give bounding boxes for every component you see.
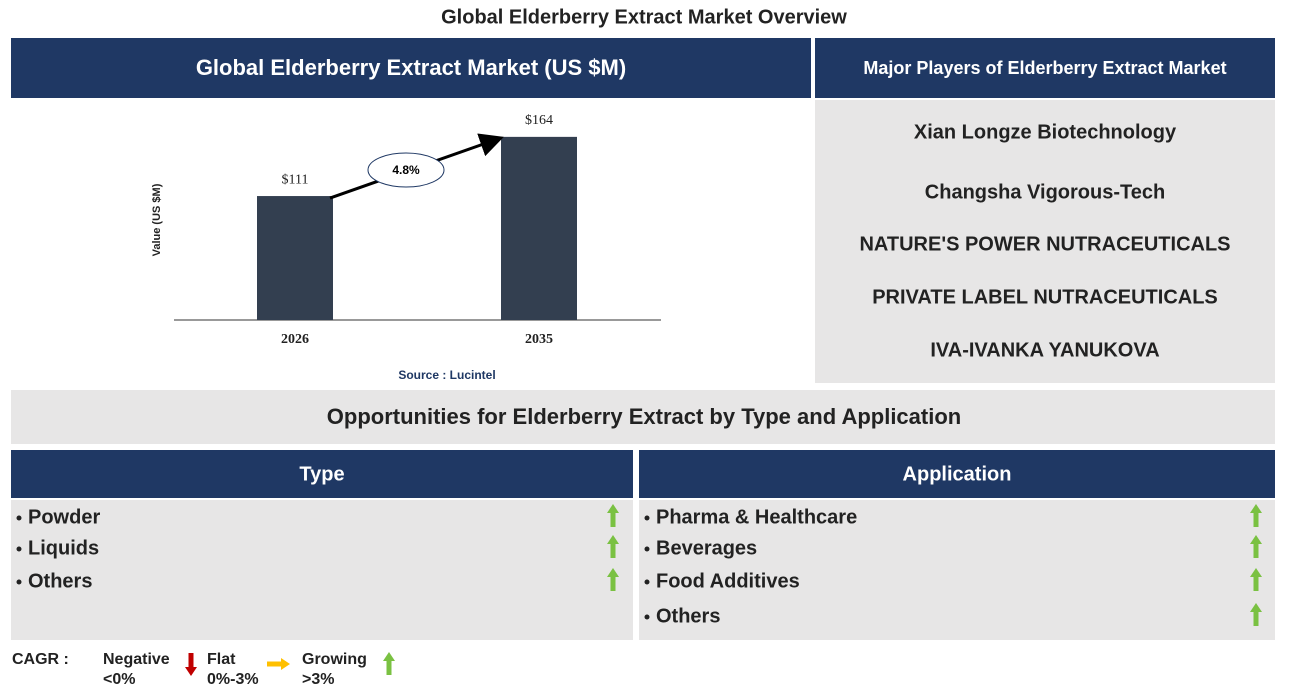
item-label: Liquids (28, 537, 99, 559)
bullet (16, 546, 22, 552)
chart-header (11, 38, 811, 98)
growing-arrow (1250, 603, 1262, 626)
growing-arrow (383, 652, 395, 675)
x-tick-label: 2035 (525, 332, 553, 347)
growing-arrow (607, 504, 619, 527)
bullet (16, 579, 22, 585)
players-title: Major Players of Elderberry Extract Mark… (863, 58, 1226, 78)
negative-arrow (185, 653, 197, 676)
source: Source : Lucintel (398, 368, 495, 382)
item-label: Food Additives (656, 570, 800, 592)
y-axis-label: Value (US $M) (151, 183, 163, 256)
growing-arrow (607, 535, 619, 558)
page-title: Global Elderberry Extract Market Overvie… (441, 6, 847, 28)
players-panel (815, 100, 1275, 383)
bar (257, 196, 333, 320)
item-label: Beverages (656, 537, 757, 559)
player: NATURE'S POWER NUTRACEUTICALS (859, 233, 1230, 255)
player: PRIVATE LABEL NUTRACEUTICALS (872, 286, 1218, 308)
player: IVA-IVANKA YANUKOVA (930, 339, 1159, 361)
growing-arrow (607, 568, 619, 591)
legend-label: Negative (103, 651, 170, 668)
type-panel (11, 500, 633, 640)
legend-range: <0% (103, 671, 135, 688)
application-panel (639, 500, 1275, 640)
players-header (815, 38, 1275, 98)
legend-label: Growing (302, 651, 367, 668)
item-label: Others (656, 605, 720, 627)
player: Changsha Vigorous-Tech (925, 181, 1165, 203)
bullet (644, 546, 650, 552)
cagr-label: 4.8% (392, 163, 420, 177)
player: Xian Longze Biotechnology (914, 121, 1177, 143)
type-title: Type (299, 463, 344, 485)
item-label: Pharma & Healthcare (656, 506, 857, 528)
legend-label: Flat (207, 651, 236, 668)
bullet (644, 614, 650, 620)
flat-arrow (267, 658, 290, 670)
growing-arrow (1250, 504, 1262, 527)
application-header (639, 450, 1275, 498)
legend-range: >3% (302, 671, 334, 688)
item-label: Others (28, 570, 92, 592)
value-label: $111 (282, 172, 309, 187)
bullet (644, 579, 650, 585)
value-label: $164 (525, 113, 553, 128)
item-label: Powder (28, 506, 100, 528)
type-header (11, 450, 633, 498)
bar (501, 136, 577, 320)
legend-title: CAGR : (12, 651, 69, 668)
opportunities-header (11, 390, 1275, 444)
growing-arrow (1250, 568, 1262, 591)
application-title: Application (903, 463, 1012, 485)
bullet (644, 515, 650, 521)
bullet (16, 515, 22, 521)
x-tick-label: 2026 (281, 332, 309, 347)
cagr-bubble (367, 152, 445, 188)
chart-title: Global Elderberry Extract Market (US $M) (196, 55, 626, 80)
legend-range: 0%-3% (207, 671, 259, 688)
growing-arrow (1250, 535, 1262, 558)
opportunities-title: Opportunities for Elderberry Extract by … (327, 404, 961, 429)
